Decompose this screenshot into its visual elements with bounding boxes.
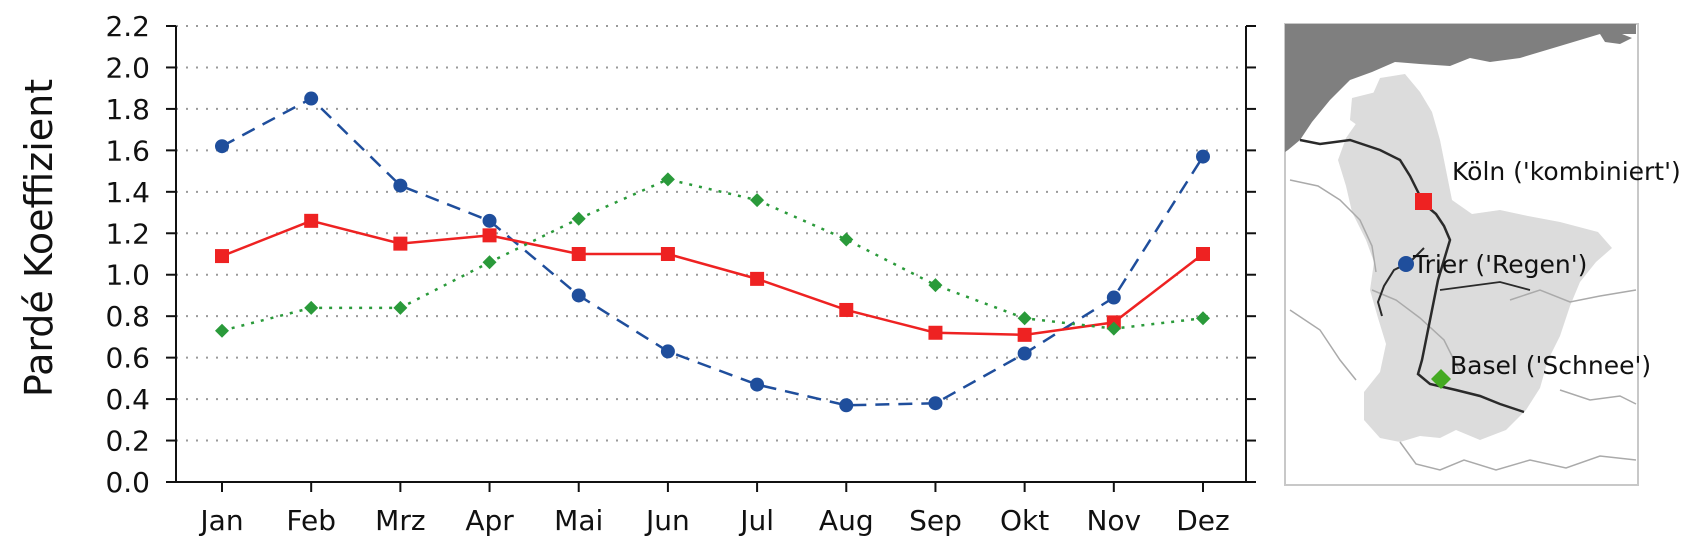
koeln-marker	[1415, 193, 1432, 210]
data-point	[750, 377, 765, 392]
x-tick-label: Okt	[1000, 504, 1049, 537]
data-point	[928, 278, 943, 293]
y-tick-label: 0.2	[105, 425, 150, 458]
data-point	[1017, 327, 1032, 342]
data-point	[571, 211, 586, 226]
data-point	[393, 300, 408, 315]
y-axis-title: Pardé Koeffizient	[17, 79, 61, 397]
data-point	[393, 236, 408, 251]
x-tick-labels: Jan Feb Mrz Apr Mai Jun Jul Aug Sep Okt Nov Dez	[198, 482, 1230, 537]
y-tick-label: 0.6	[105, 342, 150, 375]
data-point	[393, 178, 408, 193]
basel-label: Basel ('Schnee')	[1450, 351, 1651, 380]
data-point	[1196, 247, 1210, 261]
data-point	[839, 232, 854, 247]
trier-marker	[1398, 256, 1414, 272]
data-point	[750, 193, 765, 208]
sea-island	[1600, 30, 1632, 44]
x-tick-label: Jul	[738, 504, 774, 537]
y-tick-label: 1.8	[105, 93, 150, 126]
data-point	[482, 255, 497, 270]
data-point	[928, 396, 943, 411]
data-point	[215, 249, 229, 264]
data-point	[1106, 321, 1121, 336]
data-point	[1196, 311, 1210, 326]
rhine-basin	[1338, 74, 1612, 442]
x-tick-label: Jan	[198, 504, 243, 537]
data-point	[750, 271, 765, 286]
y-tick-label: 0.4	[105, 383, 150, 416]
y-tick-label: 1.0	[105, 259, 150, 292]
data-point	[660, 344, 675, 359]
x-tick-label: Aug	[819, 504, 874, 537]
data-point	[571, 288, 586, 303]
data-point	[215, 323, 229, 338]
data-point	[1017, 311, 1032, 326]
trier-label: Trier ('Regen')	[1412, 250, 1587, 279]
line-chart: 0.0 0.2 0.4 0.6 0.8 1.0 1.2 1.4 1.6 1.8 2.0 2.2 Jan…	[17, 10, 1256, 537]
x-tick-label: Mai	[554, 504, 603, 537]
data-point	[304, 300, 319, 315]
data-point	[839, 302, 854, 317]
y-tick-labels: 0.0 0.2 0.4 0.6 0.8 1.0 1.2 1.4 1.6 1.8 2.0 2.2	[105, 10, 1256, 499]
basel-marker	[1431, 369, 1451, 389]
koeln-label: Köln ('kombiniert')	[1452, 157, 1681, 186]
data-point	[482, 213, 497, 228]
y-tick-label: 2.2	[105, 10, 150, 43]
rhine-basin-map: Köln ('kombiniert') Trier ('Regen') Base…	[1284, 23, 1681, 486]
border-lines	[1289, 179, 1637, 471]
x-tick-label: Apr	[465, 504, 514, 537]
x-tick-label: Dez	[1176, 504, 1229, 537]
y-tick-label: 2.0	[105, 51, 150, 84]
data-point	[660, 247, 675, 261]
rhine-basin-northwest	[1350, 92, 1380, 130]
data-point	[1017, 346, 1032, 361]
data-point	[1106, 290, 1121, 305]
data-point	[215, 139, 229, 154]
series-line	[221, 178, 1204, 332]
series-1	[215, 91, 1210, 413]
x-tick-label: Mrz	[375, 504, 425, 537]
y-tick-label: 1.6	[105, 134, 150, 167]
axes	[175, 26, 1247, 483]
series-2	[215, 213, 1210, 342]
y-tick-label: 1.2	[105, 217, 150, 250]
x-tick-label: Jun	[644, 504, 690, 537]
x-tick-label: Feb	[286, 504, 336, 537]
data-point	[304, 91, 319, 106]
data-point	[928, 325, 943, 340]
series-line	[221, 97, 1205, 407]
data-point	[482, 228, 497, 243]
series	[215, 91, 1210, 413]
data-point	[571, 247, 586, 261]
series-line	[221, 219, 1204, 337]
data-point	[660, 172, 675, 187]
sea-area	[1285, 24, 1636, 152]
data-point	[304, 213, 319, 228]
x-tick-label: Sep	[909, 504, 962, 537]
y-tick-label: 0.0	[105, 466, 150, 499]
data-point	[839, 398, 854, 413]
main-river	[1439, 281, 1531, 291]
y-tick-label: 0.8	[105, 300, 150, 333]
series-3	[215, 172, 1210, 338]
gridlines	[176, 25, 1246, 442]
data-point	[1196, 149, 1210, 164]
y-tick-label: 1.4	[105, 176, 150, 209]
x-tick-label: Nov	[1086, 504, 1141, 537]
